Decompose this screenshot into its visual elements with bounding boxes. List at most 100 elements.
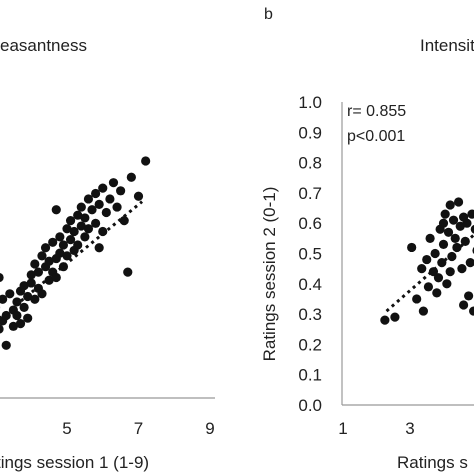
panel-b-point-17 [443,227,454,237]
panel-b-point-33 [470,224,474,234]
panel-a: easantness 5 7 9 tings session 1 (1-9) [0,36,215,472]
panel-a-point-26 [23,291,33,302]
panel-b-point-21 [450,233,460,243]
panel-b-point-30 [465,257,474,268]
panel-b-y-tick-label-10: 1.0 [298,93,322,112]
panel-a-point-20 [12,310,22,321]
panel-a-point-70 [116,186,126,196]
panel-b-x-tick-label-1: 3 [405,419,414,438]
panel-b-point-0 [380,315,390,325]
panel-a-point-69 [112,202,122,212]
panel-a-point-46 [58,240,69,250]
panel-a-point-22 [15,319,26,329]
panel-a-point-38 [44,256,54,266]
panel-a-point-34 [37,289,47,299]
panel-b-y-tick-label-9: 0.9 [298,123,322,142]
panel-a-point-56 [76,202,86,212]
panel-b-point-15 [440,209,450,219]
panel-a-point-37 [44,275,54,285]
panel-a-point-54 [73,240,83,250]
panel-a-point-74 [141,156,151,166]
panel-a-point-64 [94,199,104,209]
panel-b-y-tick-label-5: 0.5 [298,245,322,264]
panel-b-point-18 [445,200,455,210]
panel-a-point-67 [105,194,115,204]
panel-b-point-2 [407,242,417,253]
panel-b-point-28 [462,218,472,228]
panel-b-point-16 [442,279,452,289]
panel-b-point-1 [390,312,400,322]
panel-a-point-49 [65,234,76,245]
panel-a-point-53 [73,210,83,220]
panel-b-point-11 [433,273,444,283]
panel-a-point-42 [51,272,61,283]
panel-b-point-29 [464,291,474,301]
panel-a-points [0,156,151,350]
panel-b-y-tick-label-8: 0.8 [298,154,322,173]
panel-a-point-71 [119,216,129,226]
panel-b-points [380,197,474,325]
panel-a-point-44 [55,232,65,242]
panel-b-point-27 [460,236,470,246]
panel-a-point-15 [1,340,11,350]
panel-a-point-40 [48,237,58,247]
panel-b-point-5 [418,306,428,316]
panel-b-x-tick-label-0: 1 [338,419,347,438]
panel-b-y-tick-label-7: 0.7 [298,184,322,203]
panel-a-point-45 [58,262,69,272]
panel-b-point-8 [425,233,435,243]
panel-b-point-14 [438,239,449,250]
panel-a-point-76 [123,267,133,277]
panel-b-y-tick-label-6: 0.6 [298,214,322,233]
panel-a-point-72 [126,172,136,182]
panel-b-y-tick-label-2: 0.2 [298,335,322,354]
panel-b: b Intensit 0.00.10.20.30.40.50.60.70.80.… [260,6,474,472]
panel-a-point-18 [8,321,18,331]
panel-b-point-37 [438,218,449,228]
panel-a-point-65 [98,183,108,193]
panel-b-point-4 [417,264,427,274]
panel-b-point-39 [459,300,469,310]
panel-a-point-58 [80,213,90,223]
panel-b-point-31 [467,209,474,219]
panel-b-y-tick-label-1: 0.1 [298,366,322,385]
panel-b-y-ticks: 0.0 0.1 0.2 0.3 0.4 0.5 0.6 0.7 0.8 0.9 1.0 [298,93,322,415]
panel-b-point-3 [412,294,422,304]
panel-b-point-6 [422,254,432,265]
panel-a-point-52 [69,226,79,237]
panel-a-point-12 [0,294,8,304]
panel-a-point-78 [94,243,104,253]
panel-a-point-25 [23,313,33,323]
panel-b-point-7 [423,282,434,292]
panel-a-point-55 [76,221,86,231]
panel-b-point-9 [428,267,439,277]
panel-b-point-10 [430,248,440,259]
panel-a-x-tick-label-1: 7 [134,419,143,438]
panel-a-point-62 [91,188,101,199]
panel-b-annotation-r: r= 0.855 [347,103,406,120]
panel-a-point-23 [19,302,29,312]
panel-b-label: b [264,6,273,23]
panel-a-point-60 [83,224,94,234]
panel-b-point-22 [452,242,462,253]
panel-b-point-38 [445,267,455,277]
panel-b-y-tick-label-3: 0.3 [298,305,322,324]
panel-a-point-24 [19,281,29,291]
panel-b-y-axis-label: Ratings session 2 (0-1) [260,187,279,362]
panel-a-point-66 [101,207,111,218]
panel-a-x-tick-label-2: 9 [205,419,214,438]
panel-a-point-57 [80,232,90,242]
panel-a-point-75 [51,205,61,215]
panel-a-point-30 [30,259,40,269]
panel-a-point-47 [62,224,72,234]
panel-b-point-32 [469,306,474,316]
panel-a-x-tick-label-0: 5 [62,419,71,438]
panel-a-point-14 [1,310,11,321]
panel-b-point-13 [437,257,447,268]
panel-a-point-59 [83,194,94,204]
panel-b-point-23 [453,197,464,207]
panel-b-point-20 [448,215,459,225]
panel-b-point-25 [457,264,467,274]
panel-a-point-43 [55,248,65,258]
panel-a-point-16 [5,289,15,299]
